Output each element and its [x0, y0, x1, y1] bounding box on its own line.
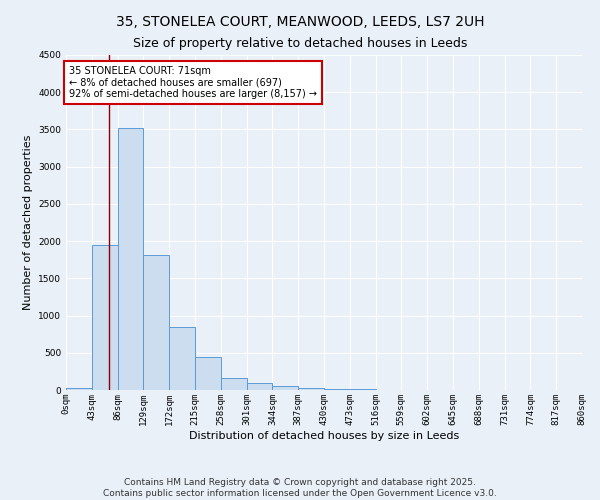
Text: 35 STONELEA COURT: 71sqm
← 8% of detached houses are smaller (697)
92% of semi-d: 35 STONELEA COURT: 71sqm ← 8% of detache… [69, 66, 317, 100]
Bar [221, 378, 247, 390]
Bar [143, 256, 169, 390]
Y-axis label: Number of detached properties: Number of detached properties [23, 135, 32, 310]
X-axis label: Distribution of detached houses by size in Leeds: Distribution of detached houses by size … [189, 430, 459, 440]
Bar [298, 388, 324, 390]
Bar [195, 356, 221, 390]
Text: Size of property relative to detached houses in Leeds: Size of property relative to detached ho… [133, 38, 467, 51]
Bar [324, 389, 350, 390]
Text: Contains HM Land Registry data © Crown copyright and database right 2025.
Contai: Contains HM Land Registry data © Crown c… [103, 478, 497, 498]
Bar [118, 128, 143, 390]
Bar [272, 386, 298, 390]
Bar [92, 245, 118, 390]
Text: 35, STONELEA COURT, MEANWOOD, LEEDS, LS7 2UH: 35, STONELEA COURT, MEANWOOD, LEEDS, LS7… [116, 15, 484, 29]
Bar [247, 383, 272, 390]
Bar [169, 328, 195, 390]
Bar [66, 388, 92, 390]
